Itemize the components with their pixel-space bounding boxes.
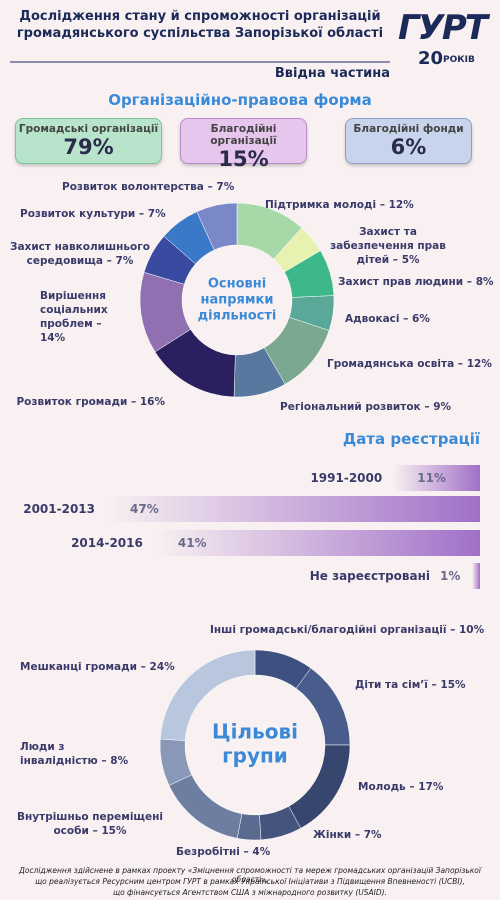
category-label: 1991-2000 <box>310 471 382 485</box>
segment-label: Розвиток громади – 16% <box>16 396 165 408</box>
value-label: 1% <box>440 569 460 583</box>
segment-label: Безробітні – 4% <box>176 846 271 858</box>
section-heading: Організаційно-правова форма <box>108 91 372 109</box>
segment-label: Громадянська освіта – 12% <box>327 358 492 370</box>
segment-label: Розвиток культури – 7% <box>20 208 166 220</box>
legal-form-card: Громадські організації 79% <box>15 118 162 164</box>
segment-label: Мешканці громади – 24% <box>20 661 175 673</box>
donut-segment <box>295 667 351 746</box>
bar <box>472 563 480 589</box>
donut-center-label: Цільові <box>212 720 298 744</box>
segment-label: Захист навколишнього середовища – 7% <box>10 241 150 267</box>
value-label: 47% <box>130 502 159 516</box>
segment-label: Діти та сім’ї – 15% <box>355 679 466 691</box>
donut-segment <box>159 649 256 741</box>
bar <box>392 465 480 491</box>
footer-line: Дослідження здійснене в рамках проекту «… <box>19 866 481 884</box>
segment-label: Регіональний розвиток – 9% <box>280 401 452 413</box>
value-label: 11% <box>417 471 446 485</box>
card-label: Благодійні фонди <box>353 123 464 135</box>
donut-center-label: групи <box>222 744 288 768</box>
card-label: Громадські організації <box>18 123 159 135</box>
donut-segment <box>288 744 351 829</box>
segment-label: Захист прав людини – 8% <box>338 276 494 288</box>
segment-label: Інші громадські/благодійні організації –… <box>210 624 485 636</box>
segment-label: Підтримка молоді – 12% <box>265 199 414 211</box>
footer-line: що реалізується Ресурсним центром ГУРТ в… <box>35 877 465 886</box>
card-value: 79% <box>63 135 114 159</box>
donut-center-label: Основні <box>208 277 266 292</box>
segment-label: Адвокасі – 6% <box>345 313 430 325</box>
logo-word: РОКІВ <box>443 55 475 65</box>
segment-label: Захист та забезпечення прав дітей – 5% <box>330 226 446 266</box>
legal-form-card: Благодійні організації 15% <box>180 118 307 171</box>
category-label: Не зареєстровані <box>310 569 430 583</box>
value-label: 41% <box>178 536 207 550</box>
section-heading: Дата реєстрації <box>342 430 480 448</box>
segment-label: Внутрішньо переміщені особи – 15% <box>17 811 163 837</box>
donut-segment <box>168 774 243 839</box>
title-line: Дослідження стану й спроможності організ… <box>19 9 381 24</box>
segment-label: Вирішення соціальних проблем – 14% <box>40 290 108 344</box>
segment-label: Жінки – 7% <box>313 829 382 841</box>
bar <box>105 496 480 522</box>
bar <box>152 530 480 556</box>
donut-center-label: діяльності <box>198 309 277 324</box>
footer-line: що фінансується Агентством США з міжнаро… <box>113 888 387 897</box>
header-title: Дослідження стану й спроможності організ… <box>10 8 390 42</box>
segment-label: Люди з інвалідністю – 8% <box>20 741 129 767</box>
card-label: Благодійні організації <box>210 123 277 147</box>
card-value: 15% <box>218 147 269 171</box>
logo: ГУРТ <box>398 8 488 48</box>
segment-label: Молодь – 17% <box>358 781 444 793</box>
donut-center-label: напрямки <box>201 293 274 308</box>
card-value: 6% <box>390 135 427 159</box>
category-label: 2014-2016 <box>71 536 143 550</box>
legal-form-card: Благодійні фонди 6% <box>345 118 472 164</box>
logo-years: 20 <box>418 48 444 69</box>
category-label: 2001-2013 <box>23 502 95 516</box>
title-line: громадянського суспільства Запорізької о… <box>16 26 384 41</box>
section-title: Ввідна частина <box>274 66 390 81</box>
segment-label: Розвиток волонтерства – 7% <box>62 181 235 193</box>
donut-segment <box>196 202 238 251</box>
